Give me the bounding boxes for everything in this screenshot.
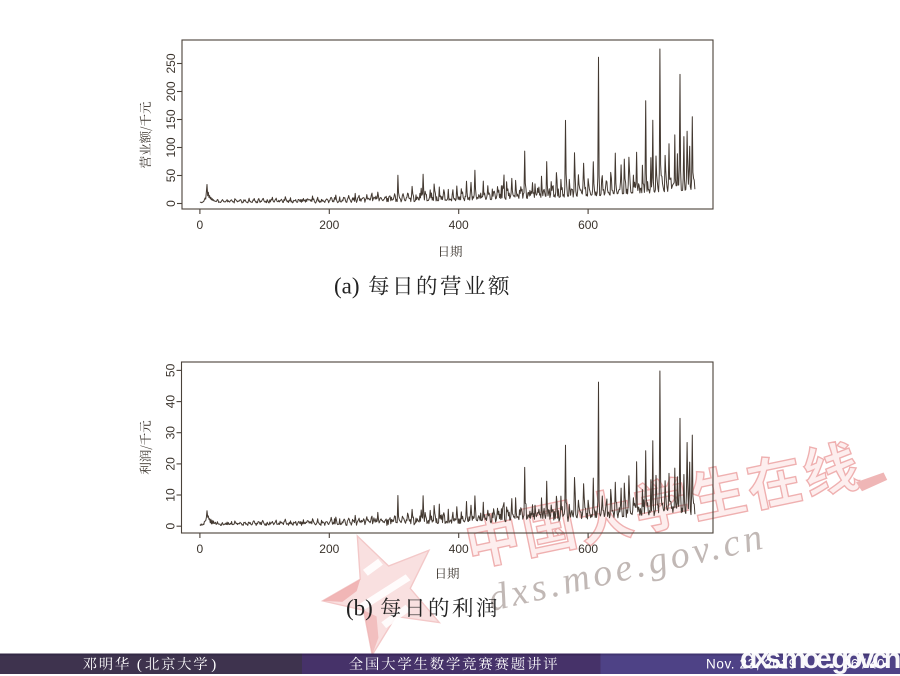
svg-text:0: 0 <box>164 200 178 207</box>
svg-text:50: 50 <box>164 169 178 183</box>
svg-text:600: 600 <box>578 542 598 556</box>
svg-text:50: 50 <box>164 363 178 377</box>
svg-text:30: 30 <box>164 426 178 440</box>
svg-text:0: 0 <box>164 523 178 530</box>
svg-text:0: 0 <box>197 218 204 232</box>
svg-text:400: 400 <box>449 218 469 232</box>
svg-text:(: ( <box>137 657 142 673</box>
svg-text:250: 250 <box>164 53 178 73</box>
svg-text:): ) <box>211 657 216 673</box>
svg-text:40: 40 <box>164 395 178 409</box>
svg-text:0: 0 <box>197 542 204 556</box>
svg-text:20: 20 <box>164 457 178 471</box>
svg-text:10: 10 <box>164 488 178 502</box>
svg-text:200: 200 <box>319 542 339 556</box>
svg-text:150: 150 <box>164 109 178 129</box>
svg-text:100: 100 <box>164 137 178 157</box>
svg-text:200: 200 <box>319 218 339 232</box>
svg-text:200: 200 <box>164 81 178 101</box>
svg-text:400: 400 <box>449 542 469 556</box>
svg-text:(a): (a) <box>334 274 360 299</box>
svg-text:(b): (b) <box>346 596 373 621</box>
svg-text:600: 600 <box>578 218 598 232</box>
